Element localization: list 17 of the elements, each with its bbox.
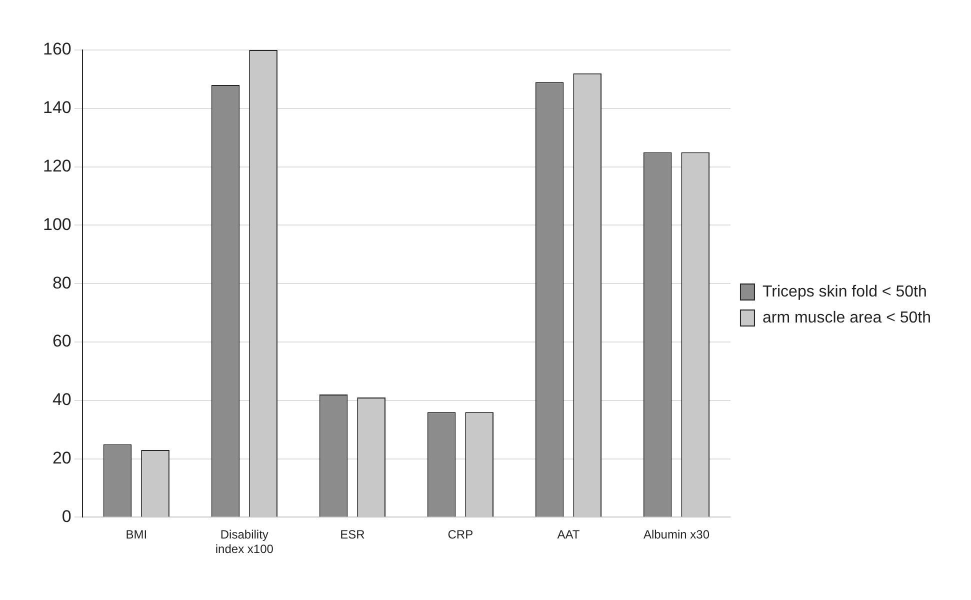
x-tick-label: Disability index x100	[215, 528, 274, 556]
legend-label: Triceps skin fold < 50th	[762, 283, 927, 300]
x-tick-label: CRP	[448, 528, 474, 542]
x-tick-label: BMI	[126, 528, 148, 542]
y-tick-label: 20	[52, 448, 72, 468]
y-tick-label: 100	[42, 214, 72, 234]
y-tick-label: 160	[42, 40, 72, 59]
x-tick-label: Albumin x30	[643, 528, 710, 542]
y-tick-label: 0	[62, 506, 72, 526]
x-tick-label: AAT	[557, 528, 580, 542]
y-tick-label: 120	[42, 156, 72, 176]
y-tick-label: 80	[52, 273, 72, 292]
y-tick-label: 60	[52, 332, 72, 351]
x-tick-label: ESR	[340, 528, 366, 542]
legend-label: arm muscle area < 50th	[762, 309, 932, 326]
y-tick-label: 140	[42, 98, 72, 118]
y-tick-label: 40	[52, 390, 72, 410]
